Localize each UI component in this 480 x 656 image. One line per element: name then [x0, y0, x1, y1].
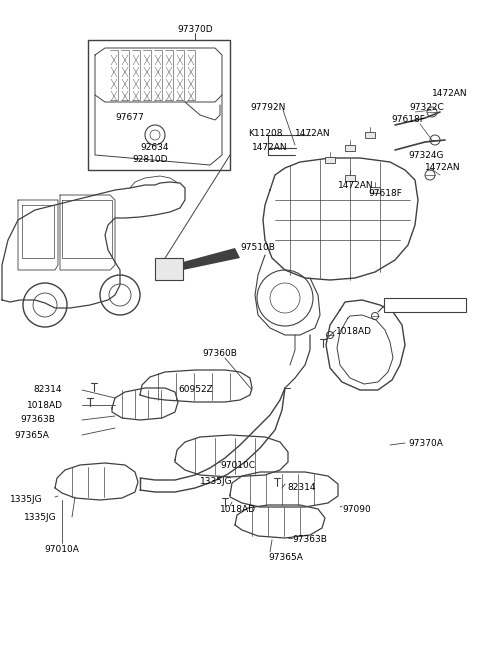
Text: 1472AN: 1472AN: [432, 89, 468, 98]
Bar: [88, 40, 230, 170]
Text: 97792N: 97792N: [250, 102, 286, 112]
Text: 1472AN: 1472AN: [425, 163, 461, 173]
Bar: [384, 298, 466, 312]
Text: 97510B: 97510B: [240, 243, 275, 253]
Text: 82314: 82314: [287, 483, 315, 493]
Text: 97010A: 97010A: [45, 546, 79, 554]
Text: 97677: 97677: [115, 113, 144, 123]
Text: 97365A: 97365A: [14, 430, 49, 440]
Text: 97370A: 97370A: [408, 438, 443, 447]
Text: 97090: 97090: [342, 504, 371, 514]
Text: 1472AN: 1472AN: [338, 180, 373, 190]
Text: 97365A: 97365A: [268, 552, 303, 562]
Text: 97618F: 97618F: [391, 115, 425, 125]
Text: 92634: 92634: [140, 142, 168, 152]
Bar: [155, 258, 183, 280]
Polygon shape: [183, 248, 240, 270]
Text: 1335JG: 1335JG: [200, 478, 233, 487]
Text: 97363B: 97363B: [292, 535, 327, 544]
Text: 97324G: 97324G: [408, 152, 444, 161]
Text: 97360B: 97360B: [202, 348, 237, 358]
Text: 1018AD: 1018AD: [336, 327, 372, 337]
Text: 1018AD: 1018AD: [220, 504, 256, 514]
Text: 97618F: 97618F: [368, 190, 402, 199]
Bar: [325, 157, 335, 163]
Text: 60952Z: 60952Z: [178, 386, 213, 394]
Text: 97010C: 97010C: [220, 462, 255, 470]
Text: 92810D: 92810D: [132, 155, 168, 163]
Text: 97322C: 97322C: [409, 102, 444, 112]
Bar: [370, 187, 380, 193]
Text: 1472AN: 1472AN: [252, 144, 288, 152]
Text: K11208: K11208: [248, 129, 283, 138]
Text: 1335JG: 1335JG: [24, 512, 57, 522]
Bar: [345, 175, 355, 181]
Text: 82314: 82314: [33, 386, 61, 394]
Text: 1335JG: 1335JG: [10, 495, 43, 504]
Text: 97363B: 97363B: [20, 415, 55, 424]
Text: 1472AN: 1472AN: [295, 129, 331, 138]
Text: 97370D: 97370D: [177, 26, 213, 35]
Bar: [365, 132, 375, 138]
Bar: [345, 145, 355, 151]
Text: REF.97-971: REF.97-971: [388, 302, 437, 312]
Text: 1018AD: 1018AD: [27, 401, 63, 409]
